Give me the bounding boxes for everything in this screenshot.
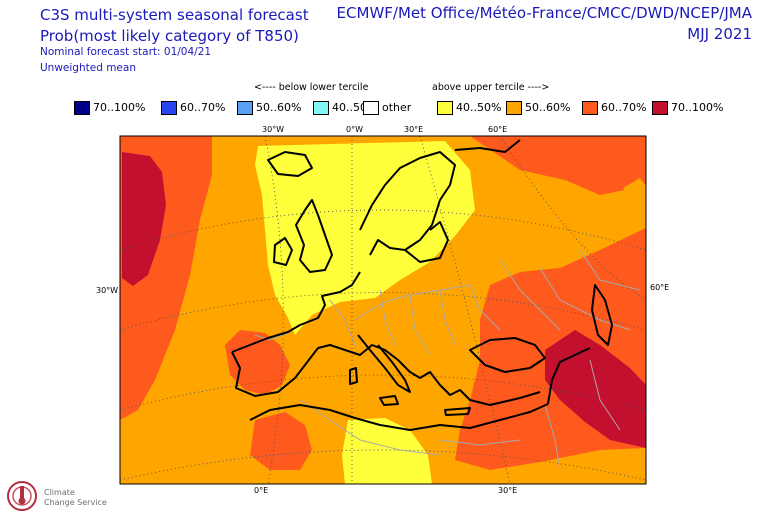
field-red-iberia (225, 330, 290, 395)
legend-label: other (382, 101, 412, 114)
coast-sicily (379, 395, 399, 406)
coastlines (231, 139, 613, 431)
legend-swatch (506, 101, 522, 115)
lon-label-top-1: 30°W (262, 125, 284, 134)
legend-label: 40..50% (456, 101, 502, 114)
legend-swatch (237, 101, 253, 115)
thermometer-icon (7, 481, 37, 511)
logo-text-1: Climate (44, 488, 75, 497)
legend-swatch (363, 101, 379, 115)
legend-label: 70..100% (93, 101, 146, 114)
legend-swatch (652, 101, 668, 115)
mean-type: Unweighted mean (40, 62, 136, 74)
legend-label: 60..70% (601, 101, 647, 114)
logo-text-2: Change Service (44, 498, 107, 507)
coast-iberia-france (231, 271, 361, 353)
coast-italy (357, 334, 411, 393)
coast-ireland (273, 237, 293, 266)
field-red-maghreb (250, 412, 312, 470)
lon-label-bottom-1: 0°E (254, 486, 268, 495)
field-darkred-west (122, 152, 166, 286)
season-label: MJJ 2021 (687, 25, 752, 43)
lon-label-top-3: 30°E (404, 125, 423, 134)
legend-label: 60..70% (180, 101, 226, 114)
c3s-logo: Climate Change Service (4, 476, 114, 518)
forecast-start: Nominal forecast start: 01/04/21 (40, 46, 212, 58)
coast-levant (547, 347, 591, 405)
coast-crete (444, 407, 471, 416)
coast-caspian (591, 284, 613, 346)
legend-swatch (437, 101, 453, 115)
above-tercile-label: above upper tercile ----> (432, 82, 550, 93)
coast-mediterranean (317, 344, 541, 406)
side-label-right: 60°E (650, 283, 669, 292)
map-frame (119, 135, 647, 485)
coast-black-sea (469, 337, 546, 373)
field-darkred-southeast (545, 330, 646, 448)
field-red-east (470, 136, 646, 200)
legend-swatch (161, 101, 177, 115)
coast-iberia-south (231, 347, 319, 397)
country-borders (254, 249, 641, 471)
legend-swatch (74, 101, 90, 115)
coast-baltic (404, 221, 449, 263)
coast-iceland (267, 151, 313, 177)
coast-britain (295, 199, 333, 273)
coast-north-russia (454, 139, 521, 153)
lon-label-top-2: 0°W (346, 125, 363, 134)
graticule (120, 136, 646, 484)
legend-label: 50..60% (256, 101, 302, 114)
coast-scandinavia (359, 151, 456, 256)
field-yellow-north (255, 141, 475, 335)
title-line-1: C3S multi-system seasonal forecast (40, 6, 309, 24)
lon-label-bottom-2: 30°E (498, 486, 517, 495)
legend-swatch (313, 101, 329, 115)
side-label-left: 30°W (96, 286, 118, 295)
coast-sardinia (349, 367, 358, 385)
lon-label-top-4: 60°E (488, 125, 507, 134)
coast-north-africa (249, 403, 549, 431)
title-line-2: Prob(most likely category of T850) (40, 27, 299, 45)
field-yellow-sahara (342, 418, 432, 484)
below-tercile-label: <---- below lower tercile (254, 82, 369, 93)
legend-label: 70..100% (671, 101, 724, 114)
field-orange-east-patch (623, 178, 646, 200)
legend-label: 50..60% (525, 101, 571, 114)
legend-swatch (582, 101, 598, 115)
centres-list: ECMWF/Met Office/Météo-France/CMCC/DWD/N… (336, 4, 752, 22)
